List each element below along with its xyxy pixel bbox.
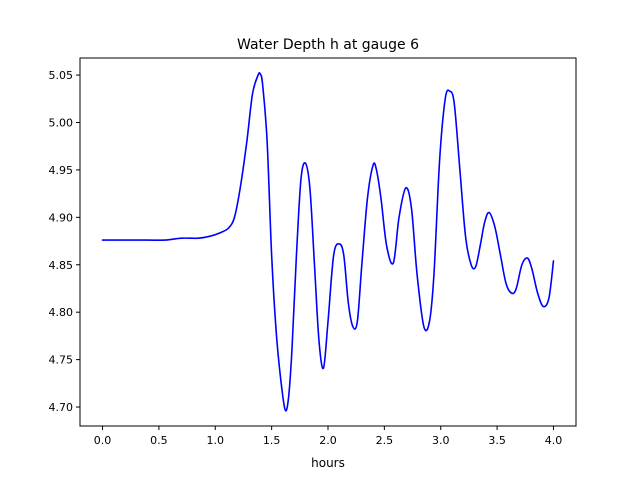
- x-tick-label: 0.5: [150, 434, 168, 447]
- x-tick-label: 2.5: [376, 434, 394, 447]
- y-axis: 4.70 4.75 4.80 4.85 4.90 4.95 5.00 5.05: [49, 69, 80, 414]
- x-tick-label: 1.0: [207, 434, 225, 447]
- y-tick-label: 4.90: [49, 211, 74, 224]
- chart-title: Water Depth h at gauge 6: [237, 37, 419, 53]
- x-tick-label: 2.0: [319, 434, 337, 447]
- series-line-1: [101, 71, 555, 412]
- y-tick-label: 4.75: [49, 354, 74, 367]
- plot-area: [101, 71, 555, 412]
- x-tick-label: 0.0: [94, 434, 112, 447]
- x-axis: 0.0 0.5 1.0 1.5 2.0 2.5 3.0 3.5 4.0: [94, 426, 562, 447]
- x-tick-label: 3.0: [432, 434, 450, 447]
- x-tick-label: 1.5: [263, 434, 281, 447]
- y-tick-label: 4.85: [49, 259, 74, 272]
- y-tick-label: 5.05: [49, 69, 74, 82]
- x-tick-label: 3.5: [488, 434, 506, 447]
- y-tick-label: 4.70: [49, 401, 74, 414]
- y-tick-label: 5.00: [49, 116, 74, 129]
- y-tick-label: 4.95: [49, 164, 74, 177]
- x-tick-label: 4.0: [545, 434, 563, 447]
- y-tick-label: 4.80: [49, 306, 74, 319]
- x-axis-label: hours: [311, 456, 345, 470]
